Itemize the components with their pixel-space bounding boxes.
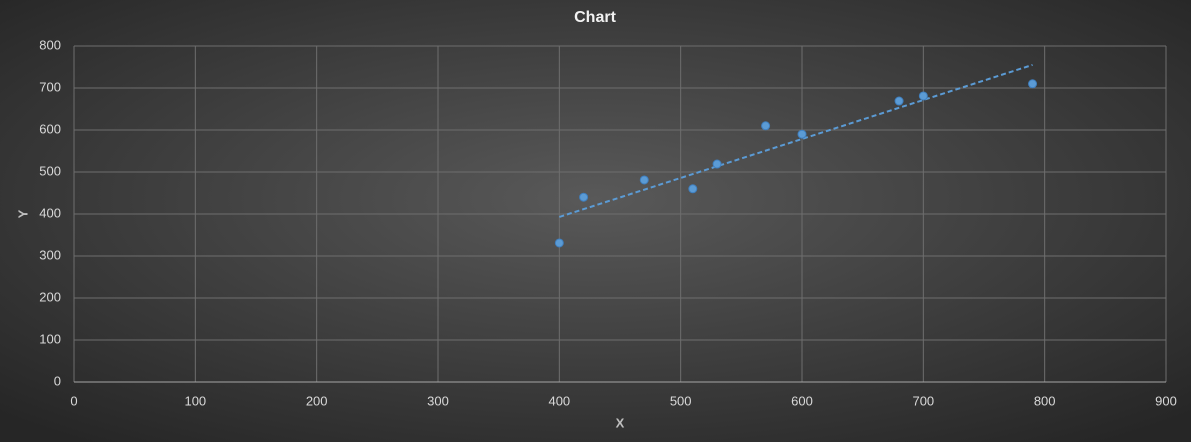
chart-title: Chart [574, 9, 616, 26]
x-tick-label: 0 [70, 393, 77, 408]
data-point [761, 121, 771, 131]
y-tick-label: 400 [39, 205, 61, 220]
data-point [554, 238, 564, 248]
y-axis-title: Y [15, 209, 30, 218]
data-point [894, 96, 904, 106]
y-tick-label: 600 [39, 121, 61, 136]
x-tick-label: 200 [306, 393, 328, 408]
x-tick-label: 400 [548, 393, 570, 408]
data-point [712, 159, 722, 169]
x-tick-label: 900 [1155, 393, 1177, 408]
y-tick-label: 200 [39, 289, 61, 304]
trendline [559, 63, 1033, 218]
y-tick-label: 300 [39, 247, 61, 262]
x-axis-title: X [616, 415, 625, 430]
y-tick-label: 0 [54, 373, 61, 388]
data-point [918, 91, 928, 101]
x-tick-label: 100 [184, 393, 206, 408]
x-tick-label: 300 [427, 393, 449, 408]
y-tick-label: 800 [39, 37, 61, 52]
data-point [1028, 79, 1038, 89]
data-point [639, 175, 649, 185]
data-point [579, 192, 589, 202]
x-tick-label: 700 [912, 393, 934, 408]
y-tick-label: 500 [39, 163, 61, 178]
y-tick-label: 100 [39, 331, 61, 346]
data-point [688, 184, 698, 194]
x-tick-label: 800 [1034, 393, 1056, 408]
y-tick-label: 700 [39, 79, 61, 94]
data-point [797, 129, 807, 139]
x-tick-label: 600 [791, 393, 813, 408]
x-tick-label: 500 [670, 393, 692, 408]
